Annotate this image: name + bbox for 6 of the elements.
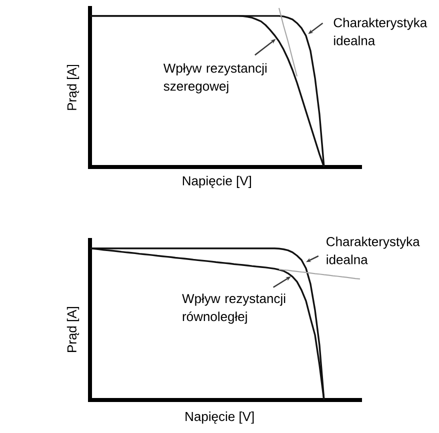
x-axis-title: Napięcie [V] [182,176,251,188]
annotation: Charakterystyka idealna [326,236,420,264]
y-axis-title: Prąd [A] [66,64,80,110]
annotation: Charakterystyka idealna [334,18,428,46]
x-axis-title: Napięcie [V] [186,412,254,424]
y-axis-title: Prąd [A] [66,307,80,352]
